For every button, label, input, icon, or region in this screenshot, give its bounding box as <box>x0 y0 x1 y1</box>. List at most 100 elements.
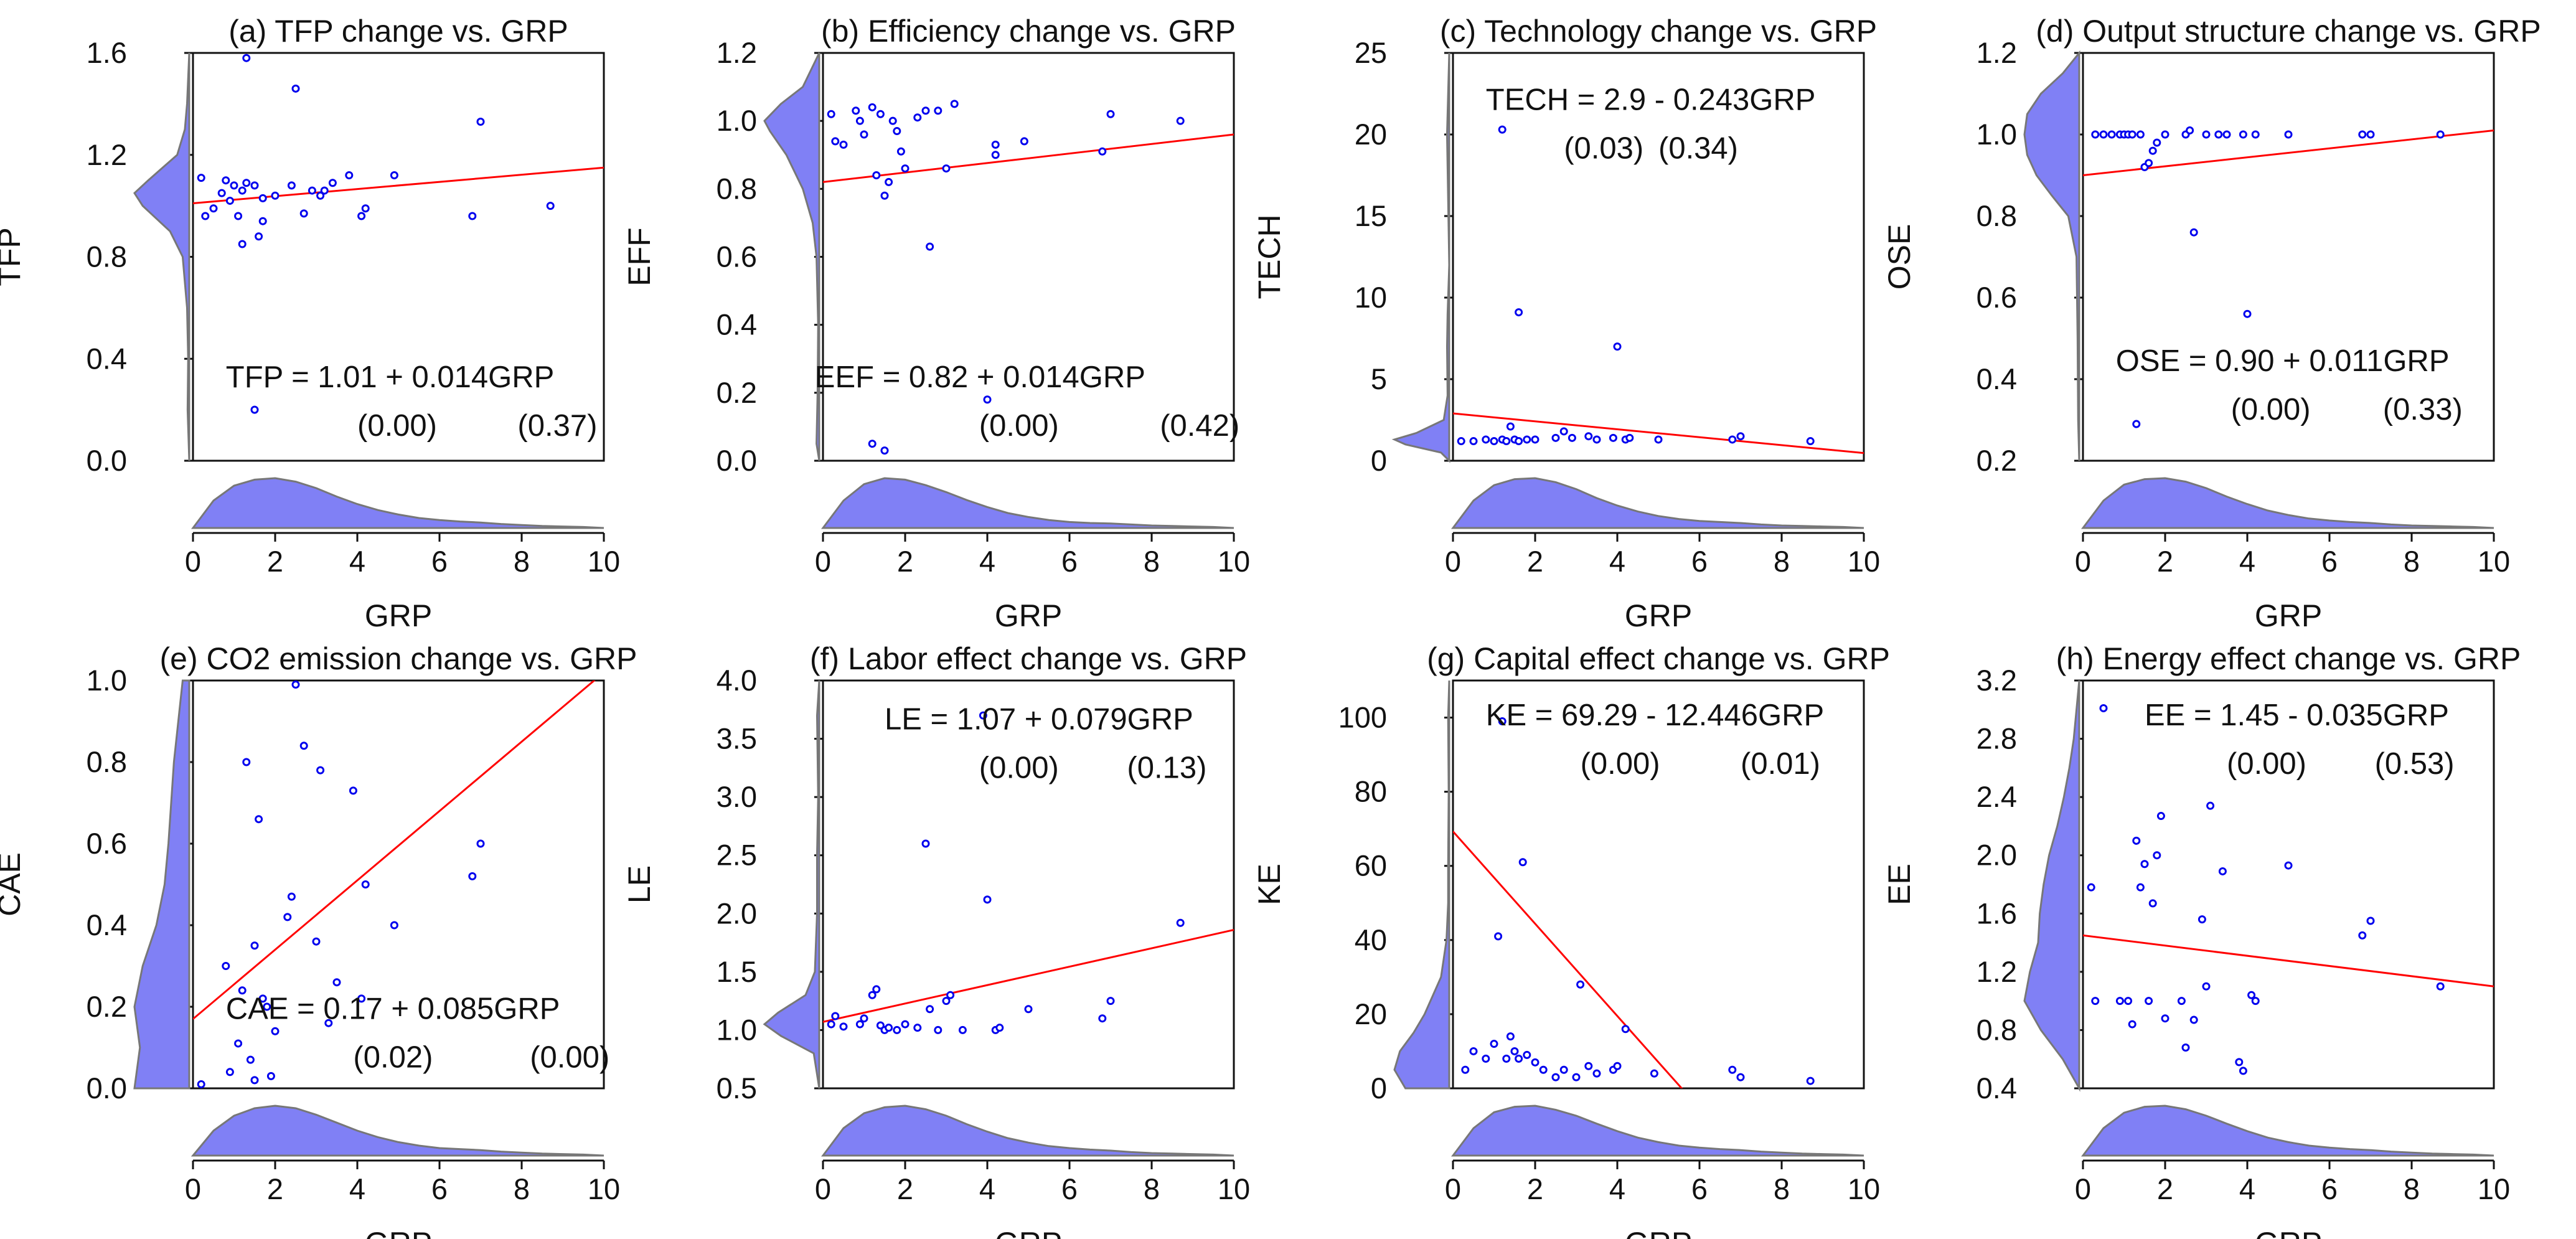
data-point <box>1106 110 1115 118</box>
data-point <box>345 171 354 179</box>
data-point <box>1736 432 1745 441</box>
data-point <box>238 986 247 995</box>
data-point <box>299 209 308 218</box>
data-point <box>839 140 848 149</box>
p-value-intercept: (0.00) <box>357 409 437 443</box>
data-point <box>2128 1020 2136 1029</box>
data-point <box>1559 427 1568 436</box>
data-point <box>2091 997 2100 1006</box>
data-point <box>308 186 316 195</box>
regression-equation: OSE = 0.90 + 0.011GRP <box>2116 344 2450 378</box>
data-point <box>299 742 308 750</box>
y-tick-label: 0.6 <box>87 827 127 860</box>
y-tick-label: 2.0 <box>1977 839 2017 872</box>
data-point <box>2239 130 2247 139</box>
x-tick-label: 8 <box>1774 545 1790 578</box>
y-tick-label: 0.8 <box>1977 1013 2017 1046</box>
y-tick-label: 0.8 <box>87 745 127 778</box>
panel-a: (a) TFP change vs. GRP 0.0 0.4 0.8 1.2 1.6 TFP… <box>0 14 620 633</box>
data-point <box>901 1020 910 1029</box>
data-point <box>2358 931 2367 940</box>
data-point <box>2087 883 2095 892</box>
x-tick-label: 4 <box>2239 545 2255 578</box>
data-point <box>2214 130 2223 139</box>
data-point <box>287 181 296 190</box>
x-axis-label: GRP <box>365 598 432 633</box>
data-point <box>1515 437 1523 446</box>
data-point <box>1559 1065 1568 1074</box>
y-tick-label: 1.6 <box>1977 897 2017 930</box>
data-point <box>2124 997 2133 1006</box>
p-value-intercept: (0.00) <box>2231 393 2311 426</box>
y-tick-label: 80 <box>1355 775 1387 808</box>
data-point <box>2247 991 2256 999</box>
data-point <box>287 892 296 901</box>
data-point <box>2284 861 2293 870</box>
data-point <box>291 681 300 689</box>
regression-equation: TECH = 2.9 - 0.243GRP <box>1486 83 1816 117</box>
data-point <box>1498 125 1507 134</box>
data-point <box>1098 1014 1107 1023</box>
y-axis-label: EFF <box>622 227 657 286</box>
data-point <box>2161 130 2169 139</box>
x-tick-label: 8 <box>514 1172 530 1205</box>
data-point <box>1531 435 1539 444</box>
data-point <box>1576 980 1585 989</box>
data-point <box>1568 433 1576 442</box>
p-value-intercept: (0.00) <box>2227 747 2306 781</box>
data-point <box>958 1025 967 1034</box>
data-point <box>1518 858 1527 867</box>
panel-g: (g) Capital effect change vs. GRP0204060… <box>1252 641 1890 1239</box>
x-axis-label: GRP <box>365 1226 432 1239</box>
data-point <box>2153 138 2161 147</box>
y-tick-label: 0.2 <box>87 990 127 1023</box>
data-point <box>1609 433 1617 442</box>
data-point <box>2436 982 2445 991</box>
data-point <box>266 1072 275 1080</box>
data-point <box>1502 437 1511 446</box>
data-point <box>1106 997 1115 1006</box>
data-point <box>222 176 230 185</box>
data-point <box>1728 1065 1737 1074</box>
data-point <box>201 212 210 220</box>
data-point <box>1494 932 1503 941</box>
data-point <box>913 1024 922 1032</box>
y-density-curve <box>133 679 190 1090</box>
plot-frame <box>192 52 605 462</box>
data-point <box>209 204 218 213</box>
data-point <box>983 395 992 404</box>
p-value-intercept: (0.00) <box>979 751 1059 785</box>
data-point <box>2161 1014 2169 1023</box>
plot-area <box>2083 704 2494 1075</box>
data-point <box>390 171 398 179</box>
y-tick-label: 2.0 <box>717 897 757 930</box>
data-point <box>1498 717 1507 725</box>
y-tick-label: 40 <box>1355 923 1387 956</box>
x-tick-label: 4 <box>349 545 365 578</box>
data-point <box>885 1024 893 1032</box>
data-point <box>332 978 341 987</box>
data-point <box>1506 1032 1515 1041</box>
data-point <box>1176 116 1185 125</box>
x-tick-label: 10 <box>2478 1172 2510 1205</box>
data-point <box>2099 130 2108 139</box>
panel-title: (d) Output structure change vs. GRP <box>2036 14 2541 49</box>
y-tick-label: 2.8 <box>1977 722 2017 755</box>
y-density-curve <box>133 52 190 461</box>
y-tick-label: 5 <box>1371 362 1387 395</box>
plot-area <box>823 711 1234 1034</box>
data-point <box>238 186 247 195</box>
data-point <box>983 895 992 904</box>
data-point <box>2251 997 2260 1006</box>
x-tick-label: 8 <box>2404 1172 2420 1205</box>
x-axis-label: GRP <box>995 598 1062 633</box>
data-point <box>258 194 267 202</box>
x-tick-label: 10 <box>1848 545 1880 578</box>
data-point <box>1551 433 1560 442</box>
x-axis-label: GRP <box>2255 1226 2322 1239</box>
data-point <box>468 212 477 220</box>
data-point <box>1551 1073 1560 1081</box>
data-point <box>2186 126 2194 134</box>
data-point <box>546 202 555 210</box>
data-point <box>888 116 897 125</box>
